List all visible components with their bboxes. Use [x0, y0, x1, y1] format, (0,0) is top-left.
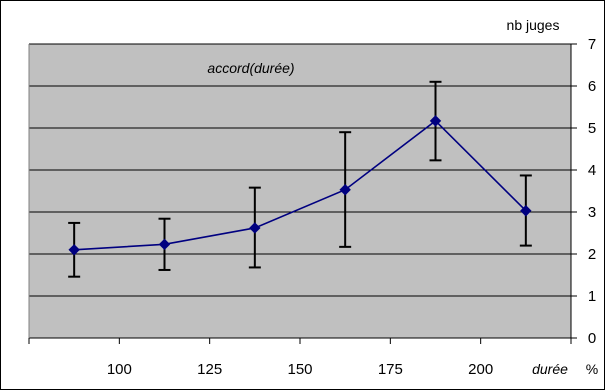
data-point	[520, 205, 532, 217]
y-tick-label-5: 5	[588, 120, 596, 137]
x-tick-label-150: 150	[287, 361, 312, 378]
y-tick-label-1: 1	[588, 288, 596, 305]
y-tick-labels: 0 1 2 3 4 5 6 7	[588, 36, 596, 347]
y-tick-label-6: 6	[588, 78, 596, 95]
data-point	[339, 184, 351, 196]
y-axis-label: nb juges	[507, 17, 560, 33]
y-tick-label-7: 7	[588, 36, 596, 53]
y-tick-label-2: 2	[588, 246, 596, 263]
x-tick-label-100: 100	[107, 361, 132, 378]
grid-lines	[29, 43, 571, 339]
chart-title: accord(durée)	[207, 60, 294, 76]
data-point	[68, 244, 80, 256]
x-axis-unit: %	[586, 361, 598, 377]
series-line	[74, 119, 527, 251]
x-tick-label-175: 175	[378, 361, 403, 378]
data-point	[158, 238, 171, 251]
x-tick-labels: 100 125 150 175 200	[107, 361, 493, 378]
series-polyline	[74, 119, 527, 251]
y-tick-label-3: 3	[588, 204, 596, 221]
x-axis-label: durée	[532, 361, 568, 377]
plot-area	[29, 44, 571, 338]
data-point	[429, 115, 442, 127]
x-tick-label-125: 125	[197, 361, 222, 378]
y-tick-label-0: 0	[588, 330, 596, 347]
y-axis	[28, 43, 577, 344]
data-points	[68, 115, 532, 256]
x-tick-label-200: 200	[468, 361, 493, 378]
y-tick-label-4: 4	[588, 162, 596, 179]
data-point	[249, 222, 261, 234]
